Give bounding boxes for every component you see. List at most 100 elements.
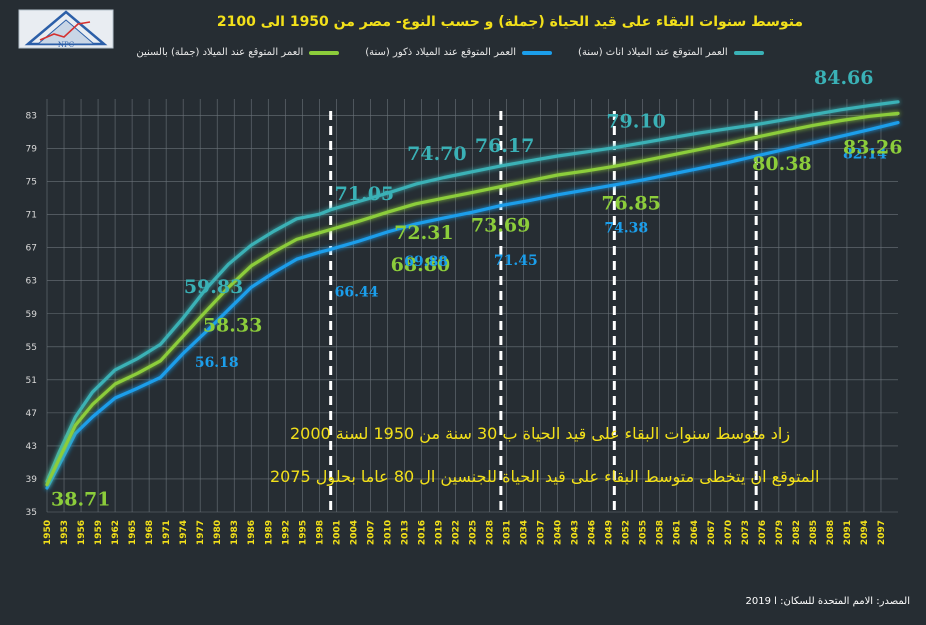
series-line-female: [45, 100, 900, 483]
x-tick-label: 1983: [230, 520, 240, 545]
x-tick-label: 1974: [179, 520, 189, 545]
data-label-female: 71.05: [335, 183, 395, 205]
y-tick-label: 75: [26, 178, 37, 188]
legend-label-total: العمر المتوقع عند الميلاد (جملة) بالسنين: [136, 47, 304, 58]
data-labels: 38.71 56.18 58.33 59.83 66.44 68.80 71.05 69.88…: [51, 67, 903, 511]
x-tick-label: 2052: [622, 520, 632, 545]
y-tick-label: 51: [26, 376, 37, 386]
x-tick-label: 2073: [741, 520, 751, 545]
x-tick-label: 1986: [247, 520, 257, 545]
y-tick-label: 39: [26, 475, 38, 485]
x-tick-label: 2076: [758, 520, 768, 545]
note-increase-since-1950: زاد متوسط سنوات البقاء على قيد الحياة ب …: [290, 424, 791, 443]
chart-legend: العمر المتوقع عند الميلاد اناث (سنة) الع…: [90, 47, 810, 58]
y-tick-label: 59: [26, 310, 38, 320]
legend-item-male: العمر المتوقع عند الميلاد ذكور (سنة): [365, 47, 553, 58]
data-label-total: 73.69: [471, 214, 531, 236]
y-tick-label: 67: [26, 244, 37, 254]
data-label-male: 56.18: [195, 355, 239, 371]
x-tick-label: 2040: [554, 520, 564, 545]
y-tick-label: 79: [26, 145, 38, 155]
x-tick-label: 2019: [434, 520, 444, 545]
x-tick-label: 2025: [469, 520, 479, 545]
x-tick-label: 2058: [656, 520, 666, 545]
npc-logo-text: NPC: [58, 41, 74, 49]
y-tick-label: 43: [26, 442, 37, 452]
x-tick-label: 2013: [400, 520, 410, 545]
y-tick-label: 47: [26, 409, 37, 419]
x-tick-label: 2010: [383, 520, 393, 545]
x-tick-label: 2088: [826, 520, 836, 545]
x-tick-label: 2043: [571, 520, 581, 545]
legend-label-female: العمر المتوقع عند الميلاد اناث (سنة): [578, 47, 728, 58]
x-tick-label: 1965: [128, 520, 138, 545]
x-tick-label: 2085: [809, 520, 819, 545]
source-citation: المصدر: الامم المتحدة للسكان: ا 2019: [745, 596, 910, 607]
data-label-female: 59.83: [184, 276, 244, 298]
x-tick-label: 1995: [298, 520, 308, 545]
data-label-total: 83.26: [843, 136, 903, 158]
x-tick-label: 1950: [43, 520, 53, 545]
data-label-total: 38.71: [51, 488, 111, 510]
data-label-total: 76.85: [601, 192, 661, 214]
y-tick-label: 55: [26, 343, 37, 353]
x-tick-label: 2028: [486, 520, 496, 545]
x-tick-label: 2022: [451, 520, 461, 545]
x-tick-label: 1992: [281, 520, 291, 545]
grid-layer: [46, 99, 898, 513]
legend-swatch-male: [522, 50, 553, 55]
x-tick-label: 2097: [877, 520, 887, 545]
legend-item-female: العمر المتوقع عند الميلاد اناث (سنة): [578, 47, 764, 58]
x-tick-label: 2091: [843, 520, 853, 545]
data-label-male: 74.38: [604, 221, 648, 237]
data-label-total: 58.33: [203, 314, 262, 336]
data-label-male: 69.88: [404, 254, 448, 270]
legend-swatch-female: [733, 50, 764, 55]
x-tick-label: 1956: [77, 520, 87, 545]
x-tick-label: 2061: [673, 520, 683, 545]
x-tick-label: 1971: [162, 520, 172, 545]
series-line-total: [45, 111, 900, 487]
series-layer: [45, 100, 900, 490]
data-label-male: 71.45: [494, 253, 538, 269]
x-tick-label: 2001: [332, 520, 342, 545]
x-tick-label: 2070: [724, 520, 734, 545]
x-tick-label: 1959: [94, 520, 104, 545]
x-tick-label: 1977: [196, 520, 206, 545]
y-tick-label: 83: [26, 112, 37, 122]
x-tick-label: 2007: [366, 520, 376, 545]
chart-title: متوسط سنوات البقاء على قيد الحياة (جملة)…: [216, 14, 804, 30]
legend-label-male: العمر المتوقع عند الميلاد ذكور (سنة): [365, 47, 517, 58]
x-tick-label: 2016: [417, 520, 427, 545]
x-tick-label: 2082: [792, 520, 802, 545]
x-tick-label: 2046: [588, 520, 598, 545]
data-label-female: 84.66: [814, 67, 874, 89]
y-tick-label: 63: [26, 277, 37, 287]
x-tick-label: 2094: [860, 520, 870, 545]
x-tick-label: 2004: [349, 520, 359, 545]
data-label-total: 72.31: [394, 222, 454, 244]
npc-logo: NPC: [18, 8, 114, 54]
y-tick-label: 35: [26, 508, 37, 518]
data-label-male: 66.44: [335, 284, 379, 300]
data-label-total: 68.80: [391, 254, 451, 276]
x-tick-label: 2034: [520, 520, 530, 545]
x-tick-label: 2067: [707, 520, 717, 545]
x-tick-label: 2031: [503, 520, 513, 545]
data-label-male: 82.14: [843, 147, 887, 163]
x-tick-label: 1968: [145, 520, 155, 545]
x-tick-label: 2037: [537, 520, 547, 545]
axis-layer: 35 39 43 47 51 55 59 63 67 71 75 79 83 1950 1953 1956 19…: [26, 112, 887, 546]
x-tick-label: 1989: [264, 520, 274, 545]
data-label-female: 74.70: [407, 143, 467, 165]
x-tick-label: 1962: [111, 520, 121, 545]
x-tick-label: 1998: [315, 520, 325, 545]
data-label-total: 80.38: [752, 153, 812, 175]
x-tick-label: 2079: [775, 520, 785, 545]
x-tick-label: 2064: [690, 520, 700, 545]
series-line-male: [45, 120, 900, 490]
reference-lines: [329, 111, 758, 512]
x-tick-label: 1980: [213, 520, 223, 545]
x-tick-label: 1953: [60, 520, 70, 545]
